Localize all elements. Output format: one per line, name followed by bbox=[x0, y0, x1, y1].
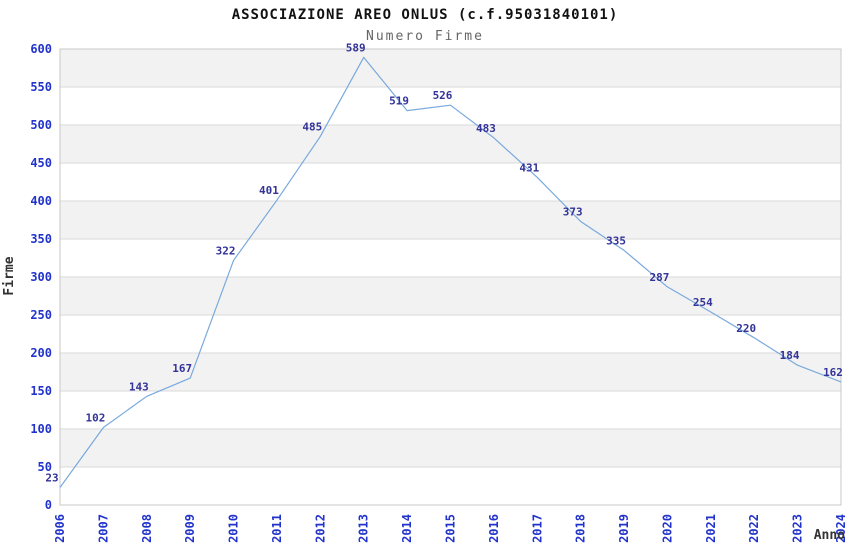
chart-title: ASSOCIAZIONE AREO ONLUS (c.f.95031840101… bbox=[231, 7, 619, 23]
chart-subtitle: Numero Firme bbox=[366, 29, 484, 44]
y-tick-label: 200 bbox=[30, 346, 52, 360]
x-tick-label: 2010 bbox=[227, 514, 241, 543]
y-tick-label: 0 bbox=[45, 498, 52, 512]
y-tick-label: 450 bbox=[30, 156, 52, 170]
data-label: 526 bbox=[433, 89, 453, 102]
y-tick-label: 50 bbox=[38, 460, 52, 474]
x-axis-title: Anno bbox=[813, 528, 845, 543]
x-tick-label: 2020 bbox=[660, 514, 674, 543]
plot-border bbox=[59, 48, 842, 506]
data-label: 167 bbox=[172, 362, 192, 375]
data-label: 519 bbox=[389, 95, 409, 108]
y-tick-label: 500 bbox=[30, 118, 52, 132]
y-tick-label: 300 bbox=[30, 270, 52, 284]
data-label: 322 bbox=[216, 244, 236, 257]
y-tick-label: 600 bbox=[30, 42, 52, 56]
x-tick-label: 2007 bbox=[96, 514, 110, 543]
data-label: 102 bbox=[85, 412, 105, 425]
data-label: 184 bbox=[780, 349, 800, 362]
x-tick-label: 2018 bbox=[574, 514, 588, 543]
x-tick-label: 2009 bbox=[183, 514, 197, 543]
plot-band bbox=[60, 49, 841, 87]
x-tick-label: 2008 bbox=[140, 514, 154, 543]
data-label: 589 bbox=[346, 41, 366, 54]
x-tick-label: 2014 bbox=[400, 514, 414, 543]
x-tick-label: 2022 bbox=[747, 514, 761, 543]
x-tick-label: 2012 bbox=[313, 514, 327, 543]
data-label: 162 bbox=[823, 366, 843, 379]
x-tick-label: 2024 bbox=[834, 514, 848, 543]
data-label: 287 bbox=[649, 271, 669, 284]
plot-band bbox=[60, 87, 841, 125]
y-tick-label: 350 bbox=[30, 232, 52, 246]
y-tick-label: 100 bbox=[30, 422, 52, 436]
data-label: 220 bbox=[736, 322, 756, 335]
series-line bbox=[59, 56, 842, 488]
y-tick-label: 550 bbox=[30, 80, 52, 94]
y-tick-label: 150 bbox=[30, 384, 52, 398]
plot-band bbox=[60, 277, 841, 315]
data-label: 401 bbox=[259, 184, 279, 197]
data-label: 335 bbox=[606, 234, 626, 247]
x-tick-label: 2015 bbox=[444, 514, 458, 543]
x-tick-label: 2023 bbox=[791, 514, 805, 543]
x-tick-label: 2019 bbox=[617, 514, 631, 543]
x-tick-label: 2013 bbox=[357, 514, 371, 543]
plot-band bbox=[60, 163, 841, 201]
plot-band bbox=[60, 429, 841, 467]
plot-band bbox=[60, 315, 841, 353]
plot-band bbox=[60, 353, 841, 391]
plot-band bbox=[60, 467, 841, 505]
y-tick-label: 400 bbox=[30, 194, 52, 208]
plot-band bbox=[60, 239, 841, 277]
y-axis-title: Firme bbox=[2, 256, 17, 296]
plot-band bbox=[60, 391, 841, 429]
x-tick-label: 2017 bbox=[530, 514, 544, 543]
data-label: 431 bbox=[519, 161, 539, 174]
data-label: 23 bbox=[45, 472, 58, 485]
x-tick-label: 2011 bbox=[270, 514, 284, 543]
data-label: 143 bbox=[129, 380, 149, 393]
x-tick-label: 2016 bbox=[487, 514, 501, 543]
x-tick-label: 2021 bbox=[704, 514, 718, 543]
data-label: 483 bbox=[476, 122, 496, 135]
x-tick-label: 2006 bbox=[53, 514, 67, 543]
data-label: 254 bbox=[693, 296, 713, 309]
y-tick-label: 250 bbox=[30, 308, 52, 322]
data-label: 373 bbox=[563, 206, 583, 219]
plot-band bbox=[60, 201, 841, 239]
data-label: 485 bbox=[302, 120, 322, 133]
plot-band bbox=[60, 125, 841, 163]
